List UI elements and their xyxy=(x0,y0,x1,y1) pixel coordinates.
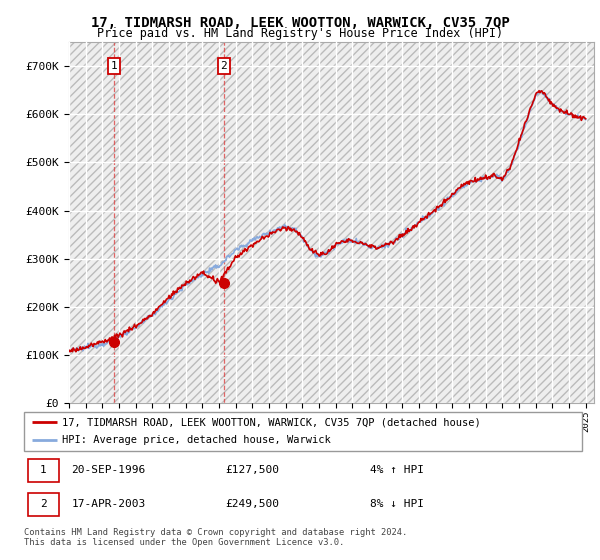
Text: 20-SEP-1996: 20-SEP-1996 xyxy=(71,465,146,475)
Text: 17, TIDMARSH ROAD, LEEK WOOTTON, WARWICK, CV35 7QP: 17, TIDMARSH ROAD, LEEK WOOTTON, WARWICK… xyxy=(91,16,509,30)
FancyBboxPatch shape xyxy=(28,459,59,482)
Text: £249,500: £249,500 xyxy=(225,500,279,510)
Text: 1: 1 xyxy=(111,61,118,71)
Text: 2: 2 xyxy=(40,500,47,510)
Text: HPI: Average price, detached house, Warwick: HPI: Average price, detached house, Warw… xyxy=(62,435,331,445)
Text: 1: 1 xyxy=(40,465,47,475)
Text: £127,500: £127,500 xyxy=(225,465,279,475)
Text: 17, TIDMARSH ROAD, LEEK WOOTTON, WARWICK, CV35 7QP (detached house): 17, TIDMARSH ROAD, LEEK WOOTTON, WARWICK… xyxy=(62,417,481,427)
FancyBboxPatch shape xyxy=(28,493,59,516)
Text: 17-APR-2003: 17-APR-2003 xyxy=(71,500,146,510)
Text: 4% ↑ HPI: 4% ↑ HPI xyxy=(370,465,424,475)
Text: 2: 2 xyxy=(220,61,227,71)
Text: 8% ↓ HPI: 8% ↓ HPI xyxy=(370,500,424,510)
Text: Contains HM Land Registry data © Crown copyright and database right 2024.
This d: Contains HM Land Registry data © Crown c… xyxy=(24,528,407,548)
Text: Price paid vs. HM Land Registry's House Price Index (HPI): Price paid vs. HM Land Registry's House … xyxy=(97,27,503,40)
